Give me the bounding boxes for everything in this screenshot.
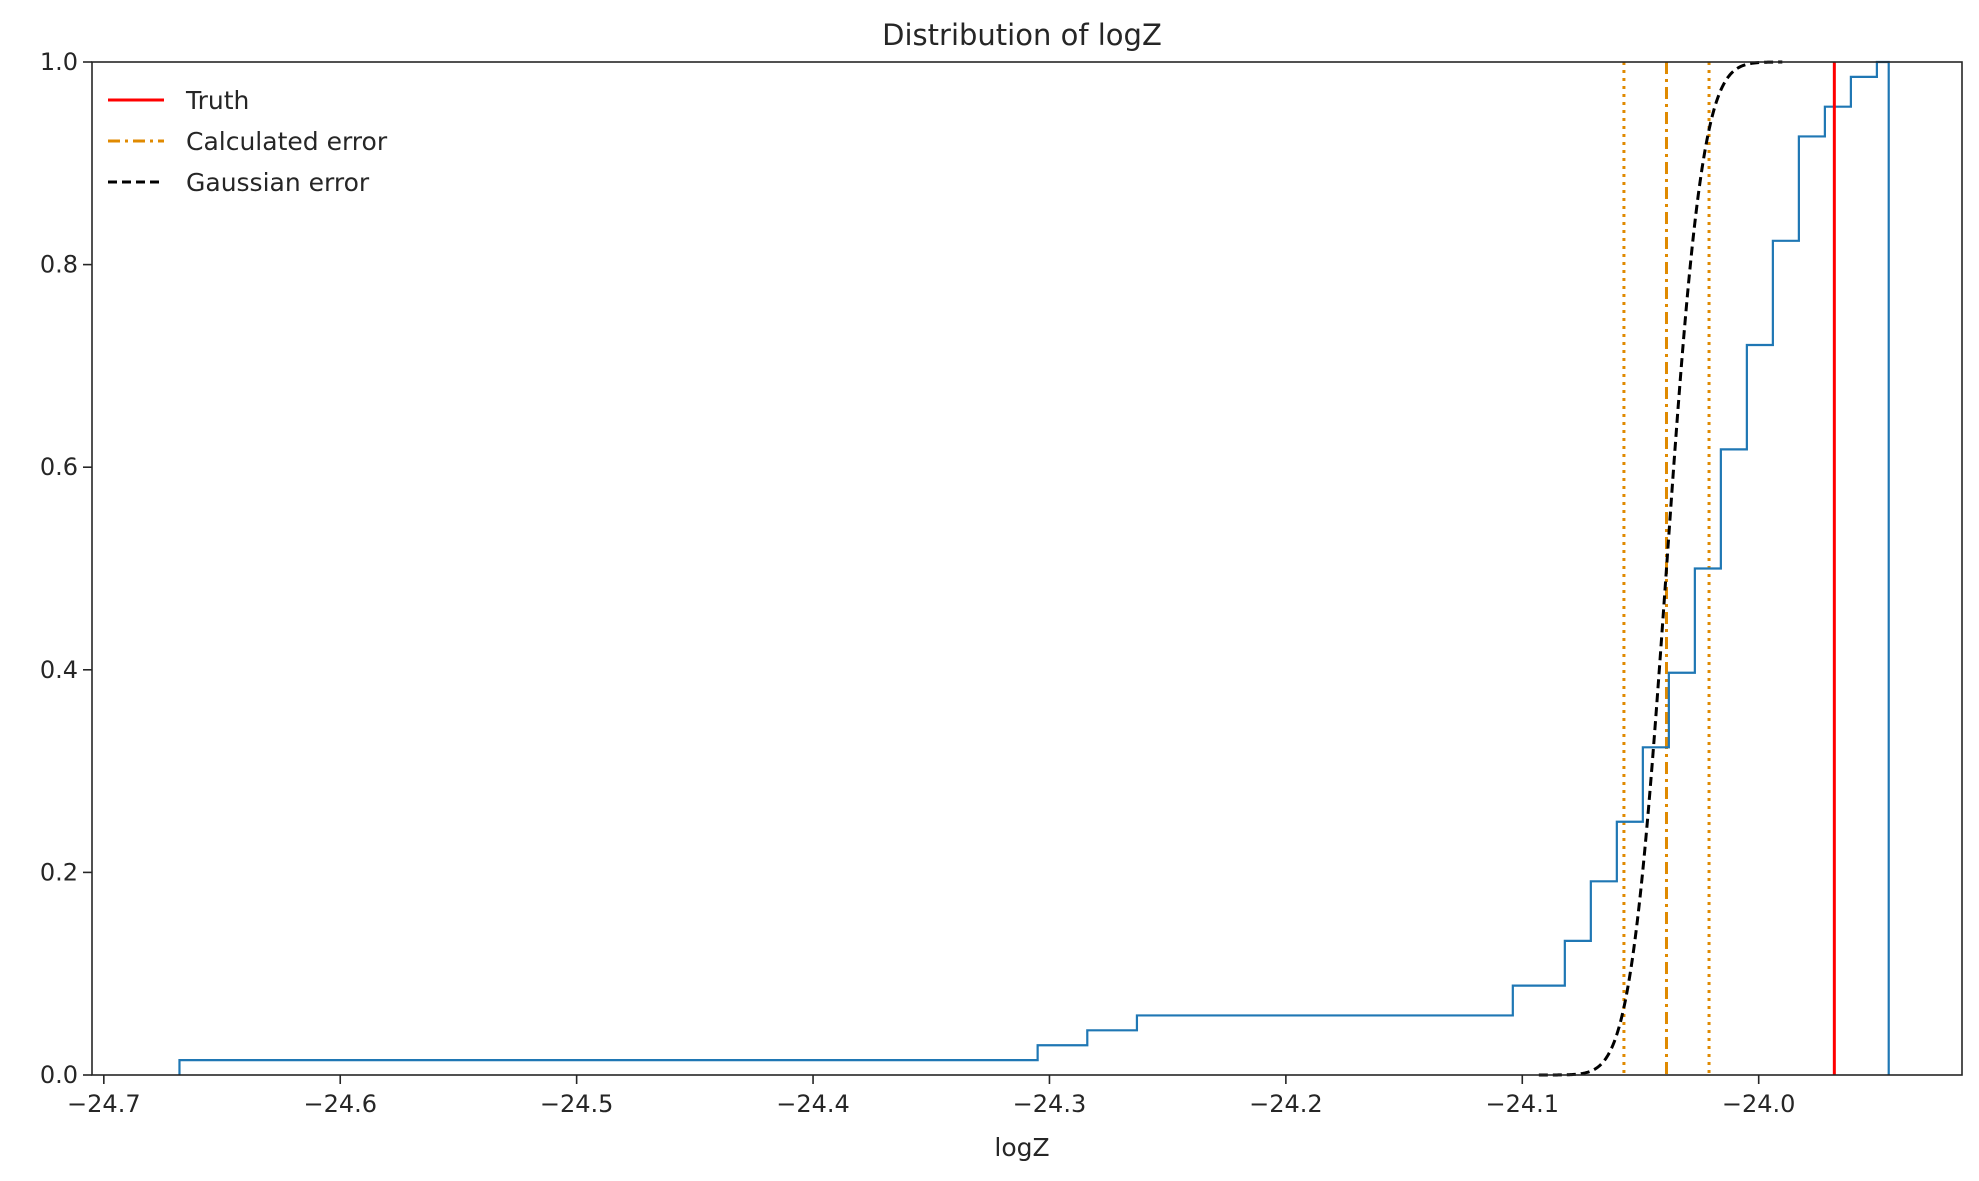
y-tick-label: 0.0 <box>40 1061 78 1089</box>
y-tick-label: 0.4 <box>40 656 78 684</box>
y-tick-label: 0.6 <box>40 453 78 481</box>
x-axis-label: logZ <box>994 1133 1049 1162</box>
x-tick-label: −24.7 <box>67 1090 141 1118</box>
x-tick-label: −24.6 <box>303 1090 377 1118</box>
y-tick-label: 0.8 <box>40 251 78 279</box>
plot-area <box>91 60 1963 1077</box>
x-axis: −24.7 −24.6 −24.5 −24.4 −24.3 −24.2 −24.1 −24.0 <box>67 1075 1795 1118</box>
x-tick-label: −24.0 <box>1722 1090 1796 1118</box>
legend-label-calculated-error: Calculated error <box>186 127 388 156</box>
y-tick-label: 1.0 <box>40 48 78 76</box>
x-tick-label: −24.5 <box>540 1090 614 1118</box>
x-tick-label: −24.4 <box>776 1090 850 1118</box>
chart-title: Distribution of logZ <box>882 18 1162 52</box>
x-tick-label: −24.1 <box>1486 1090 1560 1118</box>
x-tick-label: −24.2 <box>1249 1090 1323 1118</box>
ecdf-step-line <box>178 60 1890 1075</box>
plot-frame <box>91 61 1963 1076</box>
legend: Truth Calculated error Gaussian error <box>108 86 388 197</box>
gaussian-error-curve <box>1538 60 1783 1077</box>
x-tick-label: −24.3 <box>1013 1090 1087 1118</box>
y-tick-label: 0.2 <box>40 858 78 886</box>
y-axis: 0.0 0.2 0.4 0.6 0.8 1.0 <box>40 48 92 1089</box>
legend-label-gaussian-error: Gaussian error <box>186 168 370 197</box>
legend-label-truth: Truth <box>185 86 249 115</box>
chart-marks <box>178 60 1890 1077</box>
